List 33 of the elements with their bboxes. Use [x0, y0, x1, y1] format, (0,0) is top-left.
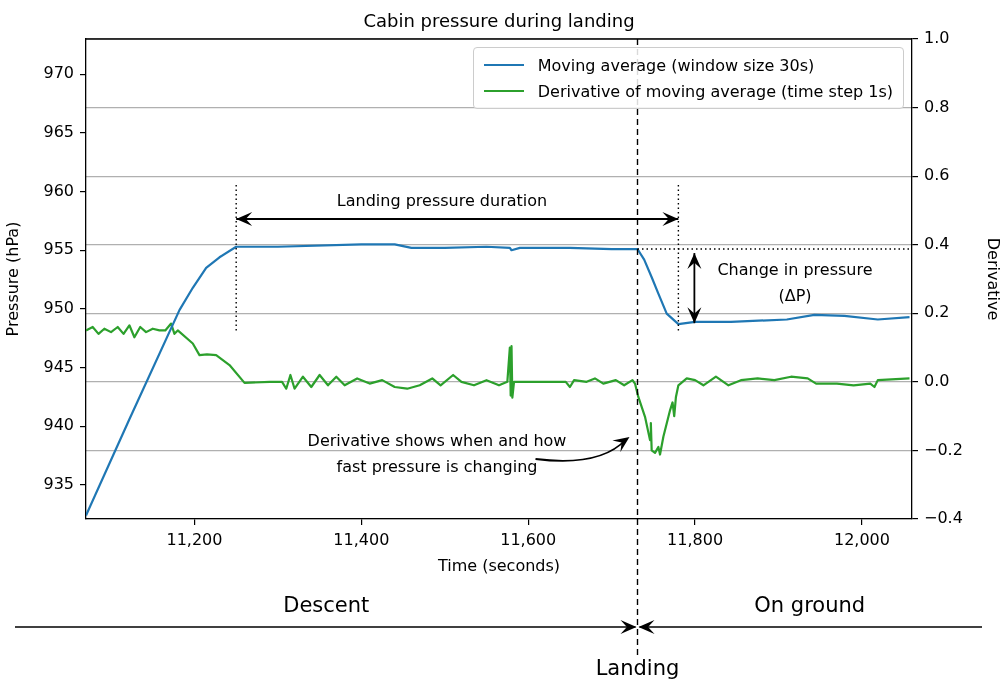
y2-tick-label: 0.4 — [924, 233, 950, 253]
legend-label: Moving average (window size 30s) — [537, 55, 815, 75]
y2-tick-label: 0.0 — [924, 371, 950, 391]
y2-tick-label: 0.6 — [924, 165, 950, 185]
annotation: Landing pressure duration — [336, 190, 548, 213]
y-tick-label: 945 — [43, 356, 74, 376]
x-tick-label: 12,000 — [833, 529, 890, 549]
text: On ground — [754, 593, 866, 617]
x-tick-label: 11,600 — [500, 529, 557, 549]
legend-label: Derivative of moving average (time step 1s) — [537, 81, 893, 101]
y2-tick-label: 0.8 — [924, 96, 950, 116]
text: Descent — [283, 593, 370, 617]
y-tick-label: 940 — [43, 415, 74, 435]
x-tick-label: 11,200 — [166, 529, 223, 549]
y-tick-label: 965 — [43, 122, 74, 142]
y-tick-label: 935 — [43, 474, 74, 494]
y2-tick-label: 0.2 — [924, 302, 950, 322]
y2-axis-title: Derivative — [984, 237, 1004, 321]
y2-tick-label: −0.4 — [924, 508, 963, 528]
y-axis-title: Pressure (hPa) — [2, 221, 22, 337]
x-axis-title: Time (seconds) — [437, 555, 561, 575]
chart-title: Cabin pressure during landing — [363, 9, 635, 31]
x-tick-label: 11,800 — [667, 529, 724, 549]
y-tick-label: 960 — [43, 180, 74, 200]
annotation: Derivative shows when and how fast pressure is changing — [306, 430, 568, 478]
y2-tick-label: 1.0 — [924, 28, 950, 48]
y-tick-label: 950 — [43, 298, 74, 318]
y-tick-label: 955 — [43, 239, 74, 259]
x-tick-label: 11,400 — [333, 529, 390, 549]
y2-tick-label: −0.2 — [924, 439, 963, 459]
annotation: Change in pressure (ΔP) — [716, 259, 874, 307]
y-tick-label: 970 — [43, 63, 74, 83]
ref-line-label: Landing — [595, 656, 680, 680]
